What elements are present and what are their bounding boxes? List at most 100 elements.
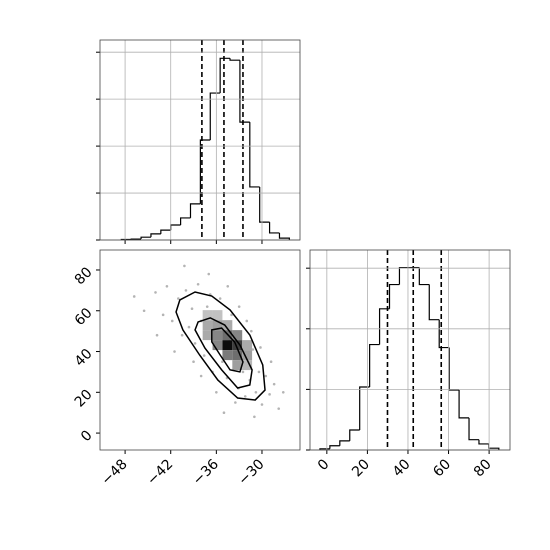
- hist-bin: [468, 417, 479, 441]
- scatter-point: [264, 374, 268, 378]
- scatter-point: [243, 395, 247, 398]
- scatter-point: [193, 342, 197, 345]
- x-tick-label: −30: [235, 456, 267, 488]
- panel-1: [132, 264, 285, 419]
- density-cell: [232, 340, 243, 351]
- hist-bin: [398, 266, 410, 285]
- density-cell: [232, 350, 243, 361]
- scatter-point: [161, 313, 165, 317]
- scatter-point: [155, 333, 159, 337]
- scatter-point: [251, 348, 255, 351]
- density-cell: [242, 350, 253, 361]
- density-cell: [242, 340, 253, 351]
- scatter-point: [180, 333, 184, 337]
- scatter-point: [277, 407, 281, 410]
- scatter-point: [241, 370, 245, 374]
- hist-bin: [339, 440, 350, 446]
- scatter-point: [199, 374, 203, 378]
- scatter-point: [259, 346, 262, 349]
- scatter-point: [253, 415, 256, 419]
- contour: [194, 317, 253, 389]
- density-cell: [222, 340, 233, 351]
- scatter-point: [196, 282, 200, 286]
- scatter-point: [222, 411, 226, 414]
- x-tick-label: −42: [144, 456, 176, 488]
- density-cell: [212, 340, 223, 351]
- hist-bin: [329, 445, 340, 449]
- hist-bin: [369, 343, 380, 387]
- scatter-point: [254, 391, 258, 394]
- hist-bin: [268, 222, 280, 234]
- panel-frame: [99, 39, 301, 241]
- hist-bin: [378, 308, 390, 345]
- density-cell: [202, 320, 213, 331]
- y-tick-label: 80: [72, 264, 96, 288]
- panel-frame: [309, 249, 511, 451]
- scatter-point: [202, 354, 206, 357]
- scatter-point: [272, 382, 276, 386]
- x-tick-label: −48: [99, 456, 131, 488]
- contour: [211, 327, 244, 373]
- hist-bin: [180, 217, 191, 225]
- panel-0: [120, 40, 290, 240]
- x-tick-label: 40: [390, 456, 414, 480]
- density-cell: [212, 320, 223, 331]
- scatter-point: [190, 307, 194, 311]
- scatter-point: [183, 264, 186, 268]
- scatter-point: [173, 350, 176, 353]
- x-tick-label: 20: [349, 456, 373, 480]
- scatter-point: [221, 360, 224, 364]
- y-tick-label: 20: [72, 387, 96, 411]
- hist-bin: [189, 203, 201, 218]
- x-tick-label: 80: [471, 456, 495, 480]
- panel-frame: [99, 249, 301, 451]
- scatter-point: [245, 319, 249, 323]
- hist-bin: [140, 236, 151, 240]
- y-tick-label: 60: [72, 305, 96, 329]
- hist-bin: [150, 233, 161, 238]
- hist-bin: [209, 92, 221, 140]
- scatter-point: [142, 309, 146, 313]
- hist-bin: [349, 429, 360, 441]
- x-tick-label: 0: [315, 456, 333, 474]
- x-tick-label: −36: [190, 456, 222, 488]
- scatter-point: [165, 284, 169, 288]
- scatter-point: [230, 313, 233, 317]
- hist-bin: [448, 347, 460, 391]
- scatter-point: [192, 360, 195, 364]
- density-cell: [212, 330, 223, 341]
- scatter-point: [269, 360, 273, 364]
- hist-bin: [388, 283, 400, 309]
- scatter-point: [268, 393, 271, 396]
- scatter-point: [187, 325, 191, 329]
- hist-bin: [199, 139, 211, 204]
- density-cell: [212, 310, 223, 321]
- density-cell: [242, 360, 253, 371]
- hist-bin: [488, 443, 500, 450]
- scatter-point: [257, 370, 261, 374]
- hist-bin: [229, 58, 240, 61]
- density-cell: [222, 320, 233, 331]
- scatter-point: [237, 305, 241, 308]
- density-cell: [202, 310, 213, 321]
- scatter-point: [205, 305, 209, 308]
- scatter-point: [234, 401, 237, 404]
- x-tick-label: 60: [430, 456, 454, 480]
- hist-bin: [259, 186, 270, 223]
- scatter-point: [215, 391, 218, 394]
- hist-bin: [478, 439, 489, 445]
- scatter-point: [154, 291, 157, 294]
- density-cell: [232, 360, 243, 371]
- scatter-point: [207, 272, 211, 276]
- density-cell: [202, 330, 213, 341]
- scatter-point: [170, 319, 174, 323]
- scatter-point: [281, 391, 285, 394]
- hist-bin: [359, 386, 370, 430]
- hist-bin: [170, 224, 181, 231]
- hist-bin: [428, 284, 440, 321]
- density-cell: [232, 330, 243, 341]
- scatter-point: [177, 297, 180, 300]
- hist-bin: [239, 60, 250, 123]
